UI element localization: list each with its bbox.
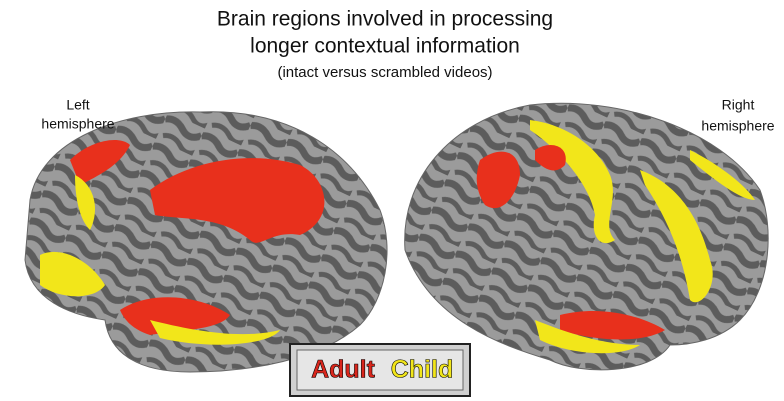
hemisphere-label: hemisphere — [701, 118, 774, 134]
legend-item: Child — [391, 356, 454, 384]
legend: Adult Child — [290, 344, 470, 396]
title-line: longer contextual information — [250, 35, 520, 58]
hemisphere-label: Left — [66, 97, 89, 113]
subtitle: (intact versus scrambled videos) — [277, 64, 492, 81]
legend-item: Adult — [311, 356, 376, 384]
hemisphere-label: hemisphere — [41, 116, 114, 132]
figure: Brain regions involved in processing lon… — [0, 0, 784, 401]
hemisphere-label: Right — [722, 97, 755, 113]
left-brain — [25, 112, 387, 372]
page: Brain regions involved in processing lon… — [0, 0, 784, 401]
right-brain — [405, 103, 769, 370]
title-line: Brain regions involved in processing — [217, 8, 553, 31]
